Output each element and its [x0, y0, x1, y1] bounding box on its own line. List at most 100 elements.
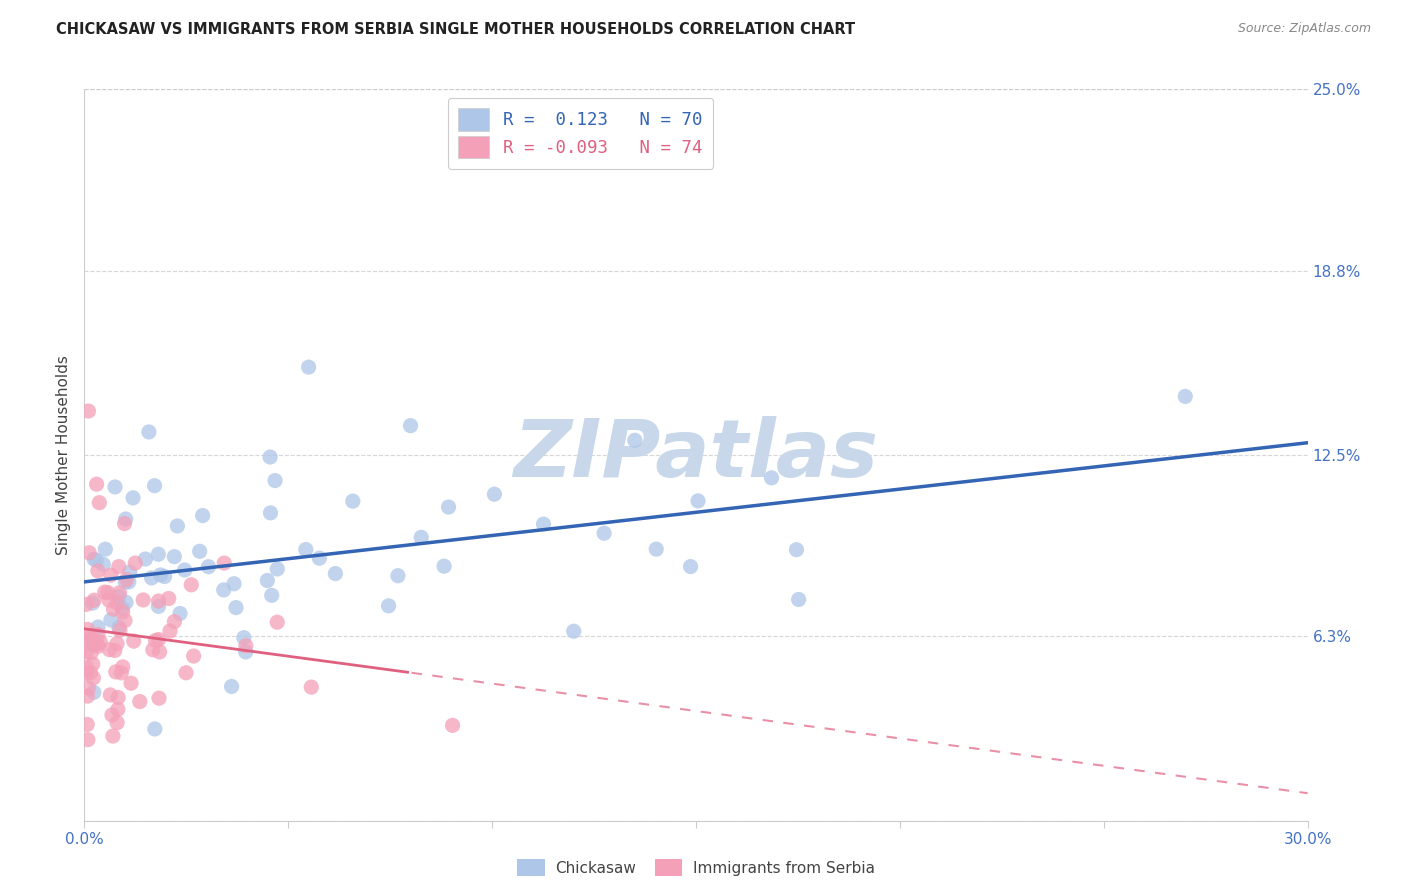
Point	[114, 614, 136, 628]
Point	[212, 582, 235, 597]
Point	[148, 599, 170, 614]
Point	[266, 562, 288, 576]
Text: Source: ZipAtlas.com: Source: ZipAtlas.com	[1237, 22, 1371, 36]
Point	[437, 500, 460, 514]
Point	[75, 660, 97, 674]
Point	[174, 665, 197, 680]
Point	[166, 519, 188, 533]
Point	[295, 542, 318, 557]
Point	[484, 487, 506, 501]
Point	[105, 596, 128, 610]
Point	[107, 702, 129, 716]
Point	[114, 512, 136, 526]
Point	[120, 676, 142, 690]
Point	[76, 689, 98, 703]
Point	[82, 671, 104, 685]
Point	[103, 602, 125, 616]
Point	[260, 588, 283, 602]
Point	[259, 450, 281, 464]
Point	[118, 574, 141, 589]
Point	[76, 732, 98, 747]
Point	[93, 585, 117, 599]
Point	[111, 660, 134, 674]
Point	[108, 620, 131, 634]
Point	[104, 643, 127, 657]
Point	[87, 639, 110, 653]
Point	[76, 717, 98, 731]
Point	[225, 600, 247, 615]
Point	[785, 542, 807, 557]
Point	[122, 491, 145, 505]
Point	[153, 569, 176, 583]
Point	[325, 566, 347, 581]
Point	[83, 685, 105, 699]
Point	[235, 645, 257, 659]
Point	[149, 568, 172, 582]
Point	[157, 591, 180, 606]
Point	[108, 585, 131, 599]
Point	[183, 648, 205, 663]
Point	[115, 595, 138, 609]
Point	[98, 642, 121, 657]
Point	[163, 615, 186, 629]
Point	[77, 546, 100, 560]
Point	[141, 571, 163, 585]
Point	[94, 542, 117, 557]
Point	[87, 627, 110, 641]
Y-axis label: Single Mother Households: Single Mother Households	[56, 355, 72, 555]
Point	[104, 665, 127, 679]
Point	[98, 688, 121, 702]
Point	[188, 544, 211, 558]
Point	[212, 556, 235, 570]
Point	[148, 594, 170, 608]
Point	[173, 563, 195, 577]
Point	[86, 637, 108, 651]
Point	[134, 552, 156, 566]
Point	[114, 574, 136, 589]
Point	[298, 360, 321, 375]
Point	[97, 593, 120, 607]
Legend: Chickasaw, Immigrants from Serbia: Chickasaw, Immigrants from Serbia	[510, 853, 882, 882]
Point	[91, 558, 114, 572]
Point	[82, 632, 104, 647]
Point	[79, 634, 101, 648]
Point	[308, 551, 330, 566]
Point	[163, 549, 186, 564]
Point	[148, 632, 170, 647]
Point	[686, 494, 709, 508]
Point	[82, 638, 104, 652]
Point	[100, 568, 122, 582]
Point	[399, 418, 422, 433]
Point	[232, 631, 254, 645]
Point	[149, 645, 172, 659]
Point	[107, 559, 129, 574]
Point	[142, 642, 165, 657]
Point	[299, 680, 322, 694]
Point	[377, 599, 399, 613]
Point	[148, 547, 170, 561]
Text: ZIPatlas: ZIPatlas	[513, 416, 879, 494]
Point	[83, 593, 105, 607]
Point	[787, 592, 810, 607]
Point	[169, 607, 191, 621]
Point	[77, 681, 100, 695]
Point	[387, 568, 409, 582]
Point	[533, 517, 555, 532]
Point	[83, 552, 105, 566]
Point	[89, 635, 111, 649]
Point	[101, 708, 124, 723]
Point	[105, 715, 128, 730]
Point	[342, 494, 364, 508]
Point	[110, 665, 132, 680]
Point	[79, 665, 101, 680]
Point	[411, 530, 433, 544]
Point	[107, 690, 129, 705]
Point	[132, 593, 155, 607]
Point	[256, 574, 278, 588]
Point	[197, 559, 219, 574]
Point	[118, 565, 141, 579]
Point	[128, 695, 150, 709]
Point	[180, 578, 202, 592]
Point	[87, 564, 110, 578]
Point	[266, 615, 288, 630]
